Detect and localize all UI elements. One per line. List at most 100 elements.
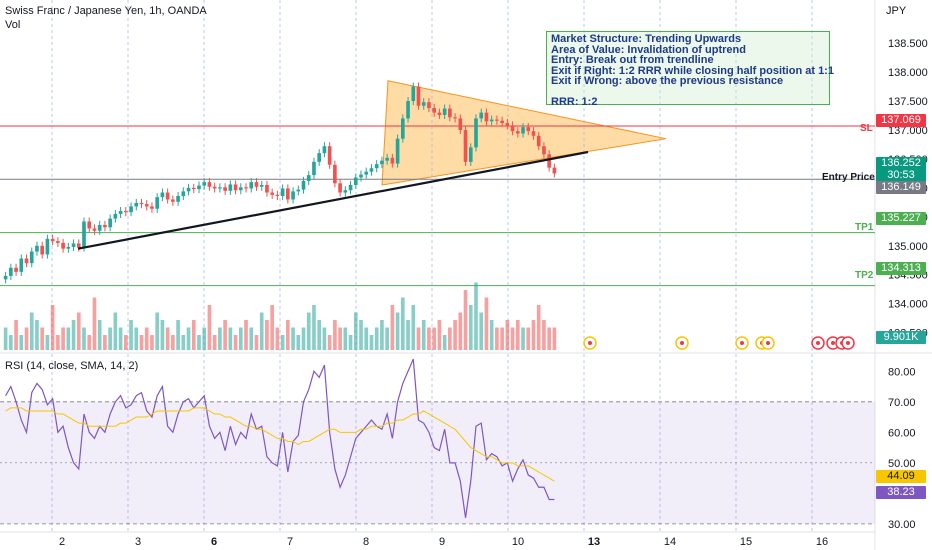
candle-body (29, 251, 34, 264)
candle-body (233, 184, 238, 191)
candle-body (275, 194, 280, 196)
candle-body (108, 218, 112, 228)
rsi-value-tag: 38.23 (876, 486, 926, 499)
rsi-sma-tag: 44.09 (876, 470, 926, 483)
candle-body (489, 119, 494, 122)
candle-body (343, 190, 348, 193)
candle-body (19, 258, 24, 272)
candle-body (129, 206, 133, 213)
volume-bar (191, 320, 196, 350)
candle-body (515, 131, 520, 134)
x-tick-label: 8 (363, 536, 369, 548)
volume-bar (343, 327, 348, 350)
volume-bar (521, 327, 525, 350)
volume-bar (155, 312, 160, 350)
candle-body (369, 168, 374, 172)
volume-bar (129, 320, 133, 350)
volume-bar (82, 327, 86, 350)
volume-bar (432, 327, 437, 350)
candle-body (552, 167, 557, 174)
volume-bar (259, 312, 264, 350)
candle-body (265, 185, 269, 193)
candle-body (286, 188, 290, 200)
x-tick-label: 2 (59, 536, 65, 548)
symbol-legend: Swiss Franc / Japanese Yen, 1h, OANDA (5, 5, 207, 17)
volume-bar (150, 335, 154, 350)
volume-bar (468, 305, 473, 350)
volume-bar (3, 327, 8, 350)
candle-body (3, 275, 8, 280)
entry-price-label: Entry Price (822, 172, 875, 183)
candle-body (353, 177, 358, 185)
volume-bar (411, 305, 416, 350)
volume-bar (24, 327, 29, 350)
candle-body (9, 267, 13, 276)
rsi-tick-label: 80.00 (888, 366, 916, 378)
price-tick-label: 134.000 (888, 299, 928, 311)
candle-body (521, 127, 525, 134)
candle-body (97, 224, 102, 231)
volume-bar (312, 305, 316, 350)
candle-body (144, 204, 149, 207)
volume-bar (76, 312, 81, 350)
candle-body (56, 241, 60, 243)
volume-bar (61, 327, 65, 350)
volume-bar (103, 335, 107, 350)
candle-body (118, 211, 123, 214)
candle-body (312, 161, 316, 176)
volume-bar (380, 320, 384, 350)
trendline (77, 150, 589, 250)
candle-body (526, 127, 531, 132)
volume-bar (171, 335, 175, 350)
volume-bar (35, 320, 39, 350)
volume-bar (165, 327, 170, 350)
candle-body (306, 175, 311, 181)
candle-body (139, 202, 144, 205)
volume-bar (552, 327, 557, 350)
volume-bar (87, 335, 92, 350)
volume-bar (437, 320, 442, 350)
tp1-price-tag: 135.227 (876, 212, 926, 225)
volume-bar (270, 305, 274, 350)
candle-body (103, 224, 107, 228)
volume-bar (400, 297, 405, 350)
candle-body (411, 86, 416, 102)
rsi-sma-line (5, 407, 555, 482)
candle-body (500, 120, 504, 124)
candle-body (380, 160, 384, 165)
volume-bar (306, 312, 311, 350)
candle-body (442, 108, 447, 115)
candle-body (186, 187, 191, 192)
volume-bar (474, 282, 478, 350)
volume-bar (186, 327, 191, 350)
candle-body (71, 243, 76, 247)
candle-body (218, 187, 222, 189)
candle-body (317, 153, 322, 162)
volume-bar (254, 335, 259, 350)
volume-bar (421, 320, 426, 350)
candle-body (448, 108, 452, 118)
volume-bar (118, 327, 123, 350)
price-tick-label: 137.500 (888, 96, 928, 108)
candle-body (181, 191, 186, 196)
candle-body (249, 182, 254, 189)
volume-bar (448, 327, 452, 350)
candle-body (191, 187, 196, 190)
candle-body (244, 187, 248, 189)
rsi-line (5, 358, 555, 518)
countdown-tag: 30:53 (876, 169, 926, 182)
volume-bar (9, 335, 13, 350)
candle-body (92, 228, 97, 231)
candle-body (416, 86, 421, 106)
candle-body (348, 185, 353, 191)
price-tick-label: 138.000 (888, 67, 928, 79)
volume-bar (463, 290, 468, 350)
volume-bar (66, 327, 71, 350)
candle-body (390, 157, 395, 164)
x-tick-label: 10 (512, 536, 524, 548)
note-line: Market Structure: Trending Upwards (551, 33, 742, 45)
volume-bar (495, 327, 499, 350)
volume-bar (510, 327, 515, 350)
candle-body (76, 243, 81, 248)
candle-body (547, 154, 551, 168)
